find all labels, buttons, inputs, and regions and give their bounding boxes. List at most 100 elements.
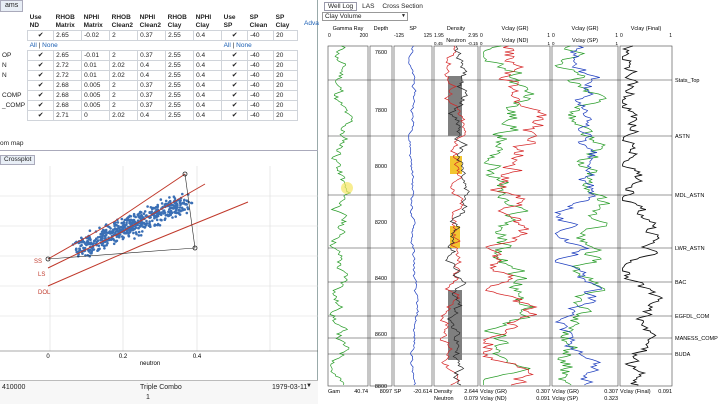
- sp-clay-cell[interactable]: 20: [273, 100, 299, 111]
- rhob-matrix-cell[interactable]: 2.65: [53, 30, 83, 41]
- rhob-clean2-cell[interactable]: 2: [109, 30, 139, 41]
- rhob-matrix-cell[interactable]: 2.71: [53, 110, 83, 121]
- params-row[interactable]: OP ✔ 2.65 -0.01 2 0.37 2.55 0.4 ✔ -40 20: [0, 50, 299, 61]
- rhob-clean2-cell[interactable]: 2: [109, 100, 139, 111]
- rhob-clay-cell[interactable]: 2.55: [165, 80, 195, 91]
- nphi-matrix-cell[interactable]: 0.01: [81, 70, 111, 81]
- use-sp-checkbox[interactable]: ✔: [221, 30, 249, 41]
- track-2[interactable]: SP -125 125 SP -20.614: [393, 26, 433, 395]
- sp-clay-cell[interactable]: 20: [273, 50, 299, 61]
- nphi-clean2-cell[interactable]: 0.4: [137, 70, 167, 81]
- sp-clay-cell[interactable]: 20: [273, 90, 299, 101]
- nphi-clean2-cell[interactable]: 0.37: [137, 50, 167, 61]
- use-sp-checkbox[interactable]: ✔: [221, 100, 249, 111]
- use-nd-checkbox[interactable]: ✔: [27, 70, 55, 81]
- sp-clay-cell[interactable]: 20: [273, 80, 299, 91]
- nphi-clay-cell[interactable]: 0.4: [193, 30, 223, 41]
- nphi-clay-cell[interactable]: 0.4: [193, 80, 223, 91]
- sp-clean-cell[interactable]: -40: [247, 100, 275, 111]
- nphi-clay-cell[interactable]: 0.4: [193, 50, 223, 61]
- sp-clay-cell[interactable]: 20: [273, 110, 299, 121]
- crossplot[interactable]: SS LS DOL 0 0.2 0.4 neutron: [0, 166, 318, 378]
- crossplot-tab[interactable]: Crossplot: [0, 155, 36, 165]
- track-1[interactable]: Depth 8097: [369, 26, 393, 395]
- params-row[interactable]: N ✔ 2.72 0.01 2.02 0.4 2.55 0.4 ✔ -40 20: [0, 60, 299, 71]
- track-4[interactable]: Vclay (GR) 0 1 Vclay (ND) 0 1 Vclay (GR) 0.307 V…: [479, 26, 550, 402]
- params-row[interactable]: ✔ 2.65 -0.02 2 0.37 2.55 0.4 ✔ -40 20: [0, 30, 299, 41]
- nphi-matrix-cell[interactable]: 0.005: [81, 80, 111, 91]
- nphi-matrix-cell[interactable]: -0.01: [81, 50, 111, 61]
- rhob-clay-cell[interactable]: 2.55: [165, 110, 195, 121]
- rhob-clean2-cell[interactable]: 2: [109, 90, 139, 101]
- nphi-clean2-cell[interactable]: 0.4: [137, 60, 167, 71]
- use-sp-checkbox[interactable]: ✔: [221, 70, 249, 81]
- rhob-clay-cell[interactable]: 2.55: [165, 100, 195, 111]
- use-sp-checkbox[interactable]: ✔: [221, 90, 249, 101]
- params-row[interactable]: ✔ 2.68 0.005 2 0.37 2.55 0.4 ✔ -40 20: [0, 80, 299, 91]
- sp-clean-cell[interactable]: -40: [247, 70, 275, 81]
- nphi-matrix-cell[interactable]: 0: [81, 110, 111, 121]
- sp-clean-cell[interactable]: -40: [247, 30, 275, 41]
- rhob-clean2-cell[interactable]: 2.02: [109, 60, 139, 71]
- sp-clean-cell[interactable]: -40: [247, 60, 275, 71]
- params-row[interactable]: ✔ 2.71 0 2.02 0.4 2.55 0.4 ✔ -40 20: [0, 110, 299, 121]
- sp-clean-cell[interactable]: -40: [247, 50, 275, 61]
- sp-clean-cell[interactable]: -40: [247, 110, 275, 121]
- nphi-clean2-cell[interactable]: 0.37: [137, 90, 167, 101]
- sp-clay-cell[interactable]: 20: [273, 70, 299, 81]
- nphi-clean2-cell[interactable]: 0.37: [137, 30, 167, 41]
- nphi-clean2-cell[interactable]: 0.37: [137, 80, 167, 91]
- track-5[interactable]: Vclay (GR) 0 1 Vclay (SP) 0 1 Vclay (GR) 0.307 V…: [551, 26, 618, 402]
- track-6[interactable]: Vclay (Final) 0 1 Vclay (Final) 0.091: [619, 26, 673, 395]
- use-nd-checkbox[interactable]: ✔: [27, 100, 55, 111]
- use-sp-checkbox[interactable]: ✔: [221, 110, 249, 121]
- rhob-matrix-cell[interactable]: 2.68: [53, 80, 83, 91]
- select-none-link[interactable]: None: [42, 42, 58, 49]
- select-all-link[interactable]: All: [29, 42, 37, 49]
- sp-clay-cell[interactable]: 20: [273, 30, 299, 41]
- rhob-clean2-cell[interactable]: 2: [109, 80, 139, 91]
- tab-las[interactable]: LAS: [362, 3, 375, 10]
- use-nd-checkbox[interactable]: ✔: [27, 90, 55, 101]
- params-row[interactable]: N ✔ 2.72 0.01 2.02 0.4 2.55 0.4 ✔ -40 20: [0, 70, 299, 81]
- use-nd-checkbox[interactable]: ✔: [27, 50, 55, 61]
- params-row[interactable]: COMP ✔ 2.68 0.005 2 0.37 2.55 0.4 ✔ -40 20: [0, 90, 299, 101]
- params-tab[interactable]: ams: [0, 0, 24, 12]
- advanced-link[interactable]: Adva: [304, 20, 319, 27]
- nphi-clay-cell[interactable]: 0.4: [193, 100, 223, 111]
- nphi-matrix-cell[interactable]: -0.02: [81, 30, 111, 41]
- rhob-matrix-cell[interactable]: 2.72: [53, 60, 83, 71]
- nphi-clean2-cell[interactable]: 0.4: [137, 110, 167, 121]
- use-nd-checkbox[interactable]: ✔: [27, 110, 55, 121]
- nphi-clay-cell[interactable]: 0.4: [193, 90, 223, 101]
- rhob-clay-cell[interactable]: 2.55: [165, 70, 195, 81]
- curve-select[interactable]: Clay Volume ▼: [322, 12, 408, 21]
- use-nd-checkbox[interactable]: ✔: [27, 80, 55, 91]
- rhob-matrix-cell[interactable]: 2.68: [53, 90, 83, 101]
- use-sp-checkbox[interactable]: ✔: [221, 50, 249, 61]
- use-sp-checkbox[interactable]: ✔: [221, 80, 249, 91]
- sp-clay-cell[interactable]: 20: [273, 60, 299, 71]
- select-all-sp-link[interactable]: All: [223, 42, 231, 49]
- rhob-clean2-cell[interactable]: 2.02: [109, 110, 139, 121]
- rhob-clean2-cell[interactable]: 2.02: [109, 70, 139, 81]
- status-dropdown-icon[interactable]: ▼: [306, 383, 312, 389]
- sp-clean-cell[interactable]: -40: [247, 90, 275, 101]
- nphi-clay-cell[interactable]: 0.4: [193, 70, 223, 81]
- use-nd-checkbox[interactable]: ✔: [27, 30, 55, 41]
- tab-cross-section[interactable]: Cross Section: [382, 3, 423, 10]
- rhob-clay-cell[interactable]: 2.55: [165, 50, 195, 61]
- rhob-matrix-cell[interactable]: 2.65: [53, 50, 83, 61]
- rhob-matrix-cell[interactable]: 2.68: [53, 100, 83, 111]
- nphi-matrix-cell[interactable]: 0.005: [81, 90, 111, 101]
- sp-clean-cell[interactable]: -40: [247, 80, 275, 91]
- use-sp-checkbox[interactable]: ✔: [221, 60, 249, 71]
- use-nd-checkbox[interactable]: ✔: [27, 60, 55, 71]
- nphi-clay-cell[interactable]: 0.4: [193, 110, 223, 121]
- rhob-clay-cell[interactable]: 2.55: [165, 30, 195, 41]
- nphi-matrix-cell[interactable]: 0.01: [81, 60, 111, 71]
- select-none-sp-link[interactable]: None: [236, 42, 252, 49]
